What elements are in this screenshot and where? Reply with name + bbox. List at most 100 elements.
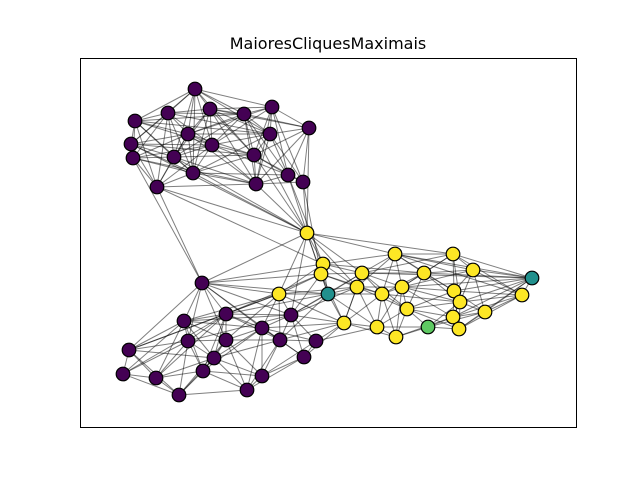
node-32 xyxy=(514,287,530,303)
edge xyxy=(183,314,292,322)
edge xyxy=(187,282,203,342)
edge xyxy=(132,133,189,159)
edge xyxy=(209,108,257,185)
edge xyxy=(361,253,454,274)
edge xyxy=(452,277,533,318)
edge xyxy=(194,88,271,135)
node-13 xyxy=(246,147,262,163)
edge xyxy=(261,340,317,377)
node-0 xyxy=(187,81,203,97)
edge xyxy=(315,326,378,342)
edge xyxy=(173,154,255,158)
edge xyxy=(213,327,263,359)
node-25 xyxy=(313,266,329,282)
node-12 xyxy=(166,149,182,165)
node-53 xyxy=(121,342,137,358)
edge xyxy=(128,282,203,351)
edge xyxy=(187,133,257,185)
edge xyxy=(156,186,308,234)
edge xyxy=(290,314,345,324)
edge xyxy=(134,120,271,135)
edge xyxy=(134,120,158,188)
edge xyxy=(201,232,308,284)
edge xyxy=(261,356,305,377)
edge xyxy=(261,327,317,342)
edge xyxy=(130,133,189,145)
edge xyxy=(376,286,403,328)
node-41 xyxy=(445,309,461,325)
edge xyxy=(394,253,523,296)
edge xyxy=(255,183,308,234)
node-56 xyxy=(115,366,131,382)
node-28 xyxy=(194,275,210,291)
edge xyxy=(202,370,248,391)
edge xyxy=(401,269,474,288)
node-3 xyxy=(236,106,252,122)
edge xyxy=(156,186,324,265)
node-1 xyxy=(160,105,176,121)
edge xyxy=(202,370,263,377)
edge xyxy=(287,127,310,176)
edge xyxy=(192,172,257,185)
edge xyxy=(243,113,289,176)
node-61 xyxy=(239,382,255,398)
node-10 xyxy=(123,136,139,152)
edge xyxy=(255,106,273,185)
edge xyxy=(246,339,281,391)
node-19 xyxy=(299,225,315,241)
edge xyxy=(303,322,345,358)
edge xyxy=(406,301,461,310)
edge xyxy=(406,290,455,310)
edge xyxy=(122,340,189,375)
edge xyxy=(201,273,322,284)
edge xyxy=(225,313,292,316)
edge xyxy=(343,293,383,324)
node-52 xyxy=(388,329,404,345)
edge xyxy=(459,277,533,303)
edge xyxy=(453,277,533,292)
edge xyxy=(213,357,263,377)
node-34 xyxy=(320,286,336,302)
node-51 xyxy=(308,333,324,349)
edge xyxy=(278,232,308,295)
edge xyxy=(306,232,358,288)
node-45 xyxy=(254,320,270,336)
node-15 xyxy=(280,167,296,183)
node-40 xyxy=(283,307,299,323)
node-33 xyxy=(271,286,287,302)
edge xyxy=(327,293,378,328)
node-36 xyxy=(452,294,468,310)
edge xyxy=(401,277,533,288)
edge xyxy=(255,133,271,185)
node-2 xyxy=(202,101,218,117)
edge xyxy=(278,286,358,295)
edge xyxy=(213,357,248,391)
edge xyxy=(255,181,304,185)
edge xyxy=(173,156,257,185)
edge-layer xyxy=(122,88,533,396)
edge xyxy=(183,320,263,329)
edge xyxy=(243,113,310,129)
node-59 xyxy=(254,368,270,384)
edge xyxy=(130,143,213,146)
edge xyxy=(401,286,461,303)
edge xyxy=(128,320,185,351)
node-39 xyxy=(218,306,234,322)
edge xyxy=(122,313,227,375)
plot-frame xyxy=(80,58,577,428)
edge xyxy=(130,143,308,234)
node-14 xyxy=(185,165,201,181)
edge xyxy=(452,253,523,296)
edge xyxy=(269,133,304,183)
edge xyxy=(194,88,245,115)
edge xyxy=(201,263,324,284)
edge xyxy=(306,232,454,255)
edge xyxy=(155,357,215,379)
node-11 xyxy=(125,150,141,166)
edge xyxy=(269,133,289,176)
node-35 xyxy=(374,286,390,302)
edge xyxy=(302,181,308,234)
edge xyxy=(225,339,248,391)
